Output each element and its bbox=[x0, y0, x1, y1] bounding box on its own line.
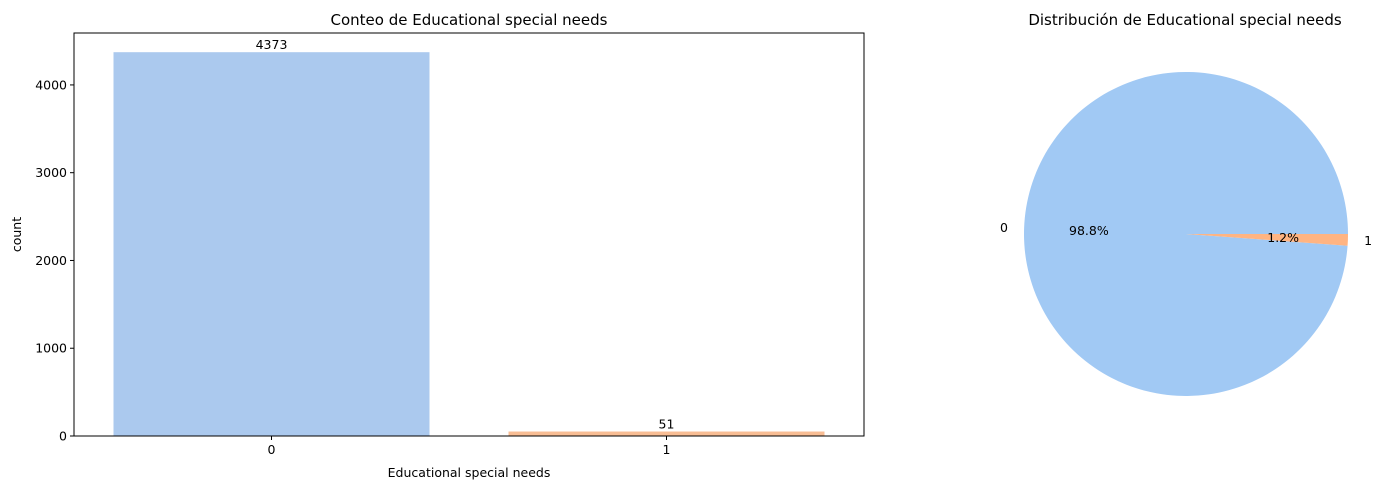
pie-slice-0 bbox=[1023, 71, 1348, 396]
y-axis-ticks: 0 1000 2000 3000 4000 bbox=[35, 77, 74, 444]
pie-percent-label-1: 1.2% bbox=[1267, 230, 1299, 245]
bar-data-label-1: 51 bbox=[659, 417, 675, 432]
pie-slice-1 bbox=[1186, 234, 1348, 246]
x-tick-label-0: 0 bbox=[268, 442, 276, 457]
y-axis-label: count bbox=[9, 217, 24, 252]
pie-chart-title: Distribución de Educational special need… bbox=[1028, 11, 1342, 29]
bar-1 bbox=[508, 431, 825, 436]
bar-0 bbox=[113, 52, 430, 436]
bar-data-label-0: 4373 bbox=[256, 37, 288, 52]
bar-data-labels: 4373 51 bbox=[256, 37, 675, 431]
pie-percent-label-0: 98.8% bbox=[1069, 223, 1109, 238]
y-tick-label: 0 bbox=[59, 429, 67, 444]
x-tick-label-1: 1 bbox=[663, 442, 671, 457]
plot-frame bbox=[73, 32, 865, 437]
y-tick-label: 4000 bbox=[35, 77, 67, 92]
bar-chart: Conteo de Educational special needs 4373… bbox=[9, 11, 865, 480]
pie-category-label-0: 0 bbox=[1000, 220, 1008, 235]
pie-labels: 98.8% 0 1.2% 1 bbox=[1000, 220, 1372, 248]
pie-slices bbox=[1023, 71, 1348, 396]
pie-category-label-1: 1 bbox=[1364, 233, 1372, 248]
pie-chart: Distribución de Educational special need… bbox=[1000, 11, 1372, 396]
y-tick-label: 3000 bbox=[35, 165, 67, 180]
y-tick-label: 1000 bbox=[35, 341, 67, 356]
bar-chart-title: Conteo de Educational special needs bbox=[331, 11, 608, 29]
bar-series bbox=[113, 52, 825, 436]
x-axis-label: Educational special needs bbox=[388, 465, 551, 480]
y-tick-label: 2000 bbox=[35, 253, 67, 268]
